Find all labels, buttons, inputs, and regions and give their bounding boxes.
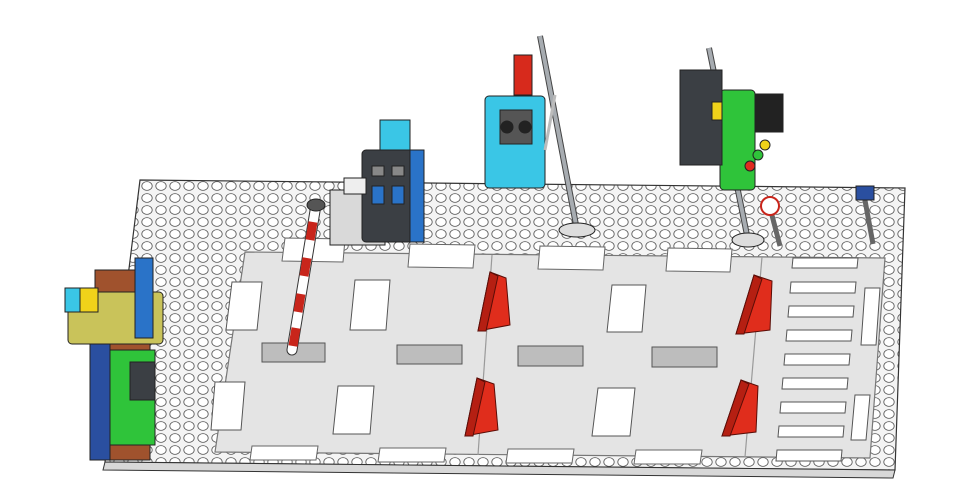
control-hub-left (329, 119, 425, 246)
traffic-light (679, 47, 784, 248)
sign-posts (760, 185, 876, 247)
road-edge-tiles-bottom (249, 445, 703, 465)
barrier-gate (286, 198, 326, 356)
road-edge-tiles-top (281, 237, 733, 273)
lane-markings (210, 279, 718, 437)
zebra-crossing (775, 257, 881, 462)
speed-bumps (464, 271, 773, 437)
road-surface (210, 237, 886, 465)
camera-pole (484, 35, 596, 238)
side-sensor-assembly (64, 257, 164, 461)
